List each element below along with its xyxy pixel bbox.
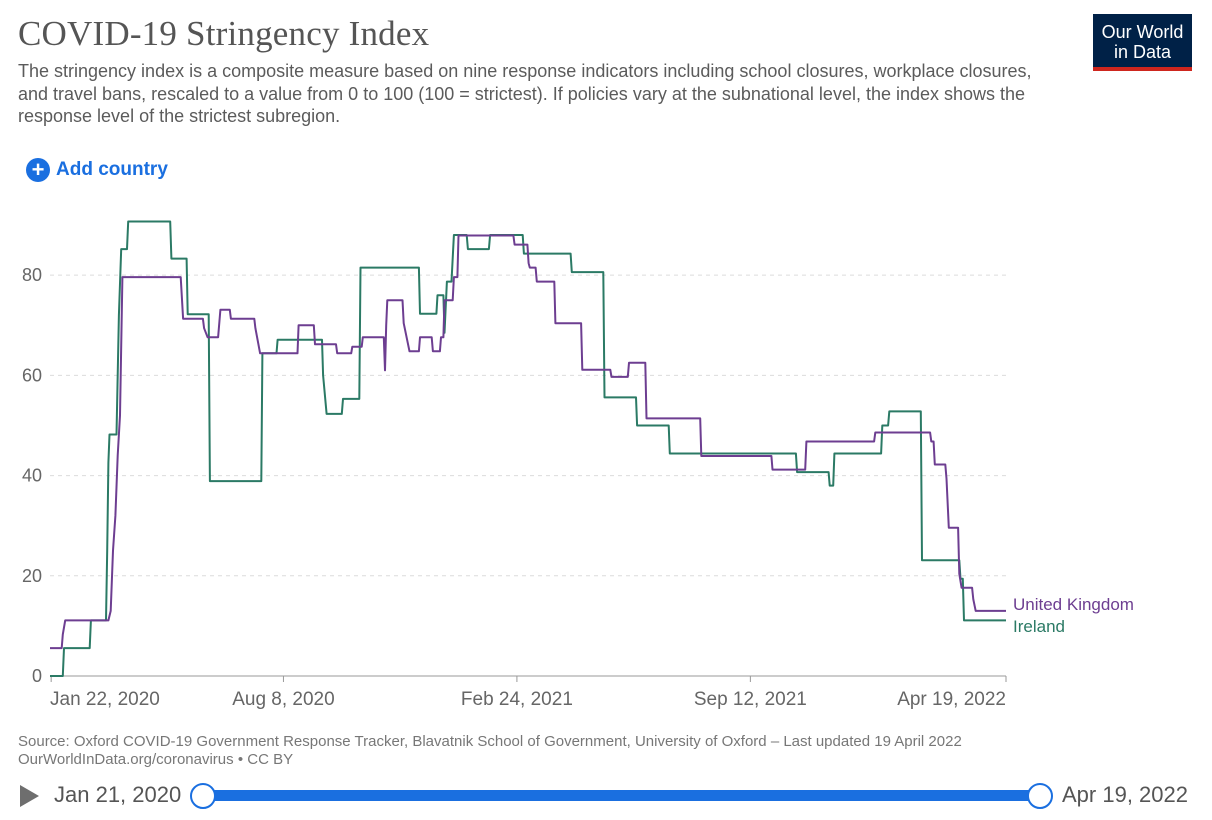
source-line-2: OurWorldInData.org/coronavirus • CC BY [18, 751, 294, 768]
timeline: Jan 21, 2020 Apr 19, 2022 [0, 776, 1212, 816]
x-tick-label: Jan 22, 2020 [50, 689, 160, 710]
x-tick-label: Sep 12, 2021 [694, 689, 807, 710]
y-tick-label: 80 [22, 265, 42, 285]
source-line-1: Source: Oxford COVID-19 Government Respo… [18, 733, 962, 750]
series-line-ireland[interactable] [50, 220, 1006, 677]
chart-subtitle: The stringency index is a composite meas… [18, 61, 1032, 126]
y-tick-label: 0 [32, 666, 42, 686]
play-icon[interactable] [20, 785, 39, 807]
add-country-label: Add country [56, 159, 168, 180]
source-note: Source: Oxford COVID-19 Government Respo… [18, 733, 962, 769]
line-chart: 0 20 40 60 80 Jan 22, 2020 Aug 8, 2020 Feb 24,… [22, 220, 1134, 710]
y-tick-label: 40 [22, 466, 42, 486]
series-label-united-kingdom: United Kingdom [1013, 595, 1134, 614]
logo-line-1: Our World [1101, 22, 1184, 42]
series-line-united-kingdom[interactable] [50, 234, 1006, 650]
series-layer [50, 220, 1006, 677]
x-tick-label: Feb 24, 2021 [461, 689, 573, 710]
x-tick-label: Apr 19, 2022 [897, 689, 1006, 710]
x-axis: Jan 22, 2020 Aug 8, 2020 Feb 24, 2021 Sep 1… [50, 676, 1007, 710]
timeline-start-handle[interactable] [190, 783, 216, 809]
plus-circle-icon: + [26, 158, 50, 182]
owid-logo[interactable]: Our World in Data [1093, 14, 1192, 71]
logo-line-2: in Data [1113, 42, 1172, 62]
timeline-track[interactable] [202, 790, 1038, 801]
timeline-end-handle[interactable] [1027, 783, 1053, 809]
y-tick-label: 20 [22, 566, 42, 586]
add-country-button[interactable]: + Add country [26, 156, 168, 184]
chart-title: COVID-19 Stringency Index [18, 14, 430, 53]
grid-layer: 0 20 40 60 80 [22, 265, 1006, 686]
timeline-end-label: Apr 19, 2022 [1062, 782, 1188, 807]
timeline-start-label: Jan 21, 2020 [54, 782, 182, 807]
series-label-ireland: Ireland [1013, 617, 1065, 636]
y-tick-label: 60 [22, 365, 42, 385]
legend-labels: United Kingdom Ireland [1013, 595, 1134, 636]
x-tick-label: Aug 8, 2020 [232, 689, 334, 710]
